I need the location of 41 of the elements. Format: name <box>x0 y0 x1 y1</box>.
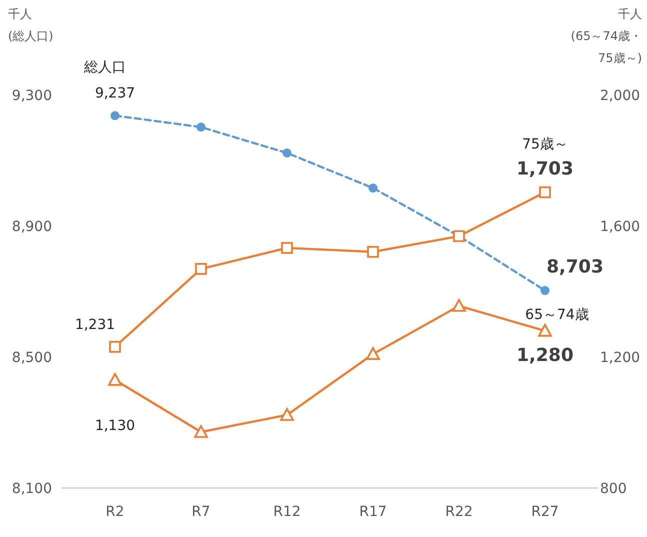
y-tick-label: 8,100 <box>12 481 52 497</box>
text: 総人口 <box>83 60 126 76</box>
text: 75歳～ <box>522 136 568 152</box>
x-tick-label: R27 <box>531 504 559 520</box>
x-tick-label: R17 <box>359 504 387 520</box>
point <box>110 111 120 120</box>
point <box>282 148 292 158</box>
y2-axis-title: 千人(65～74歳・75歳～) <box>570 7 642 65</box>
point <box>366 347 380 360</box>
point <box>539 186 551 198</box>
point <box>195 263 207 275</box>
data-label: 9,237 <box>94 86 136 102</box>
point <box>367 246 379 258</box>
data-label: 1,703 <box>516 158 574 180</box>
data-label: 1,231 <box>74 316 116 333</box>
y-tick-label: 8,500 <box>12 350 52 366</box>
y2-tick-label: 800 <box>600 481 627 497</box>
point <box>368 184 378 193</box>
point <box>280 408 294 421</box>
point <box>540 286 550 296</box>
x-tick-label: R12 <box>273 504 301 520</box>
series-label: 65～74歳 <box>525 306 589 323</box>
x-tick-label: R7 <box>192 504 210 520</box>
y2-tick-label: 1,200 <box>600 350 640 366</box>
x-tick-label: R22 <box>445 504 473 520</box>
point <box>538 324 552 337</box>
point <box>194 425 208 438</box>
y2-tick-label: 2,000 <box>600 88 640 104</box>
x-tick-label: R2 <box>106 504 124 520</box>
point <box>452 299 466 312</box>
data-label: 8,703 <box>546 256 604 278</box>
y2-tick-label: 1,600 <box>600 219 640 235</box>
point <box>196 122 206 132</box>
y-tick-label: 8,900 <box>12 219 52 235</box>
y-tick-label: 9,300 <box>12 88 52 104</box>
y-axis-title: 千人(総人口) <box>8 7 54 43</box>
data-label: 1,130 <box>94 418 136 434</box>
point <box>109 340 121 353</box>
point <box>281 242 293 254</box>
point <box>108 373 122 386</box>
data-label: 1,280 <box>516 344 574 366</box>
